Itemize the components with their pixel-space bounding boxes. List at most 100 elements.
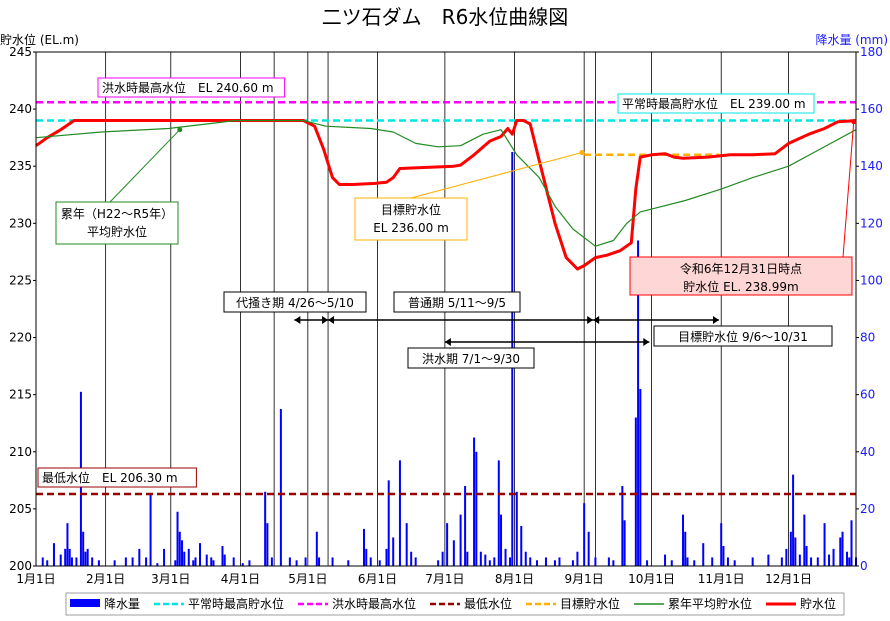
annotation-arrow [410,152,583,199]
annotation-text: 目標貯水位 [381,202,441,217]
precipitation-bar [637,240,640,566]
precipitation-bar [97,560,100,566]
annotations: 洪水時最高水位 EL 240.60 m 平常時最高貯水位 EL 239.00 m 最… [37,77,857,488]
y-left-tick-label: 220 [9,331,32,345]
x-tick-label: 11月1日 [698,572,745,586]
precipitation-bar [183,551,186,566]
precipitation-bar [816,557,819,566]
precipitation-bar [68,548,71,566]
precipitation-bar [509,557,512,566]
precipitation-bar [84,551,87,566]
annotation-text: 貯水位 EL. 238.99m [683,279,798,294]
y-left-tick-label: 200 [9,559,32,573]
precipitation-bar [535,560,538,566]
annotation-text: 平均貯水位 [87,224,147,239]
y-axis-right-label: 降水量 (mm) [815,33,888,47]
precipitation-bar [497,460,500,566]
precipitation-bar [145,557,148,566]
precipitation-bar [414,557,417,566]
period-label-box [223,291,367,313]
precipitation-bar [798,554,801,566]
precipitation-bar [64,548,67,566]
legend-label: 累年平均貯水位 [668,596,752,611]
x-tick-label: 4月1日 [221,572,260,586]
chart-title: 二ツ石ダム R6水位曲線図 [322,5,569,29]
x-tick-label: 1月1日 [16,572,55,586]
flood-level-label-text: 洪水時最高水位 EL 240.60 m [102,80,274,95]
y-left-tick-label: 225 [9,273,32,287]
precipitation-bar [221,546,224,566]
precipitation-bar [553,560,556,566]
y-axis-left-label: 貯水位 (EL.m) [0,32,79,47]
precipitation-bar [385,548,388,566]
precipitation-bar [205,554,208,566]
period-arrowhead-left [593,316,600,324]
period-arrowhead-right [587,316,594,324]
precipitation-bar [41,557,44,566]
precipitation-bar [405,523,408,566]
x-tick-label: 5月1日 [288,572,327,586]
y-right-tick-label: 80 [860,331,875,345]
precipitation-bar [387,480,390,566]
annotation-text: 令和6年12月31日時点 [680,261,802,276]
precipitation-bar [664,554,667,566]
period-label-box [393,291,521,313]
precipitation-bar [365,548,368,566]
precipitation-bar [194,557,197,566]
period-label: 目標貯水位 9/6～10/31 [678,329,808,344]
period-arrowhead-right [712,316,719,324]
precipitation-bar [722,546,725,566]
annotation-arrowhead [851,119,857,125]
precipitation-bar [199,543,201,566]
precipitation-bar [504,548,507,566]
precipitation-bar [315,531,318,566]
y-left-ticks: 200 205 210 215 220 225 230 235 240 245 [9,45,36,573]
precipitation-bar [392,537,395,566]
y-right-ticks: 0 20 40 60 80 100 120 140 160 180 [856,45,883,573]
y-right-tick-label: 60 [860,388,875,402]
precipitation-bar [223,554,226,566]
precipitation-bar [264,491,267,566]
period-label: 代掻き期 4/26～5/10 [236,296,354,310]
precipitation-bar [363,528,365,566]
annotation-arrowhead [579,150,585,156]
legend-label: 降水量 [104,597,140,611]
precipitation-bar [149,494,152,566]
legend-label: 平常時最高貯水位 [188,596,284,611]
series-line [35,119,857,271]
precipitation-bar [82,531,85,566]
precipitation-bar [279,408,282,566]
precipitation-bar [484,554,487,566]
precipitation-bar [583,503,586,566]
precipitation-bar [398,460,401,566]
legend-label: 貯水位 [800,596,836,611]
normal-level-label-box [617,93,815,114]
precipitation-bar [70,557,73,566]
precipitation-bar [446,523,449,566]
period-label: 洪水期 7/1～9/30 [422,352,520,366]
precipitation-bar [686,557,689,566]
x-tick-label: 9月1日 [565,572,604,586]
precipitation-bar [571,560,574,566]
y-right-tick-label: 140 [860,159,883,173]
precipitation-bar [288,557,291,566]
precipitation-bar [684,531,687,566]
y-right-tick-label: 40 [860,445,875,459]
x-tick-label: 8月1日 [495,572,534,586]
x-tick-label: 10月1日 [628,572,675,586]
precipitation-bar [832,548,835,566]
precipitation-bar [839,537,842,566]
precipitation-bar [304,557,307,566]
precipitation-bar [113,560,116,566]
period-arrowhead-right [322,316,329,324]
precipitation-bar [587,531,590,566]
precipitation-bar [331,557,334,566]
period-arrowhead-right [643,338,650,346]
y-right-tick-label: 0 [860,559,868,573]
precipitation-bar [479,551,482,566]
precipitation-bar [318,557,321,566]
flood-level-label-box [97,77,286,98]
precipitation-bar [464,486,467,566]
period-arrowhead-left [444,338,451,346]
